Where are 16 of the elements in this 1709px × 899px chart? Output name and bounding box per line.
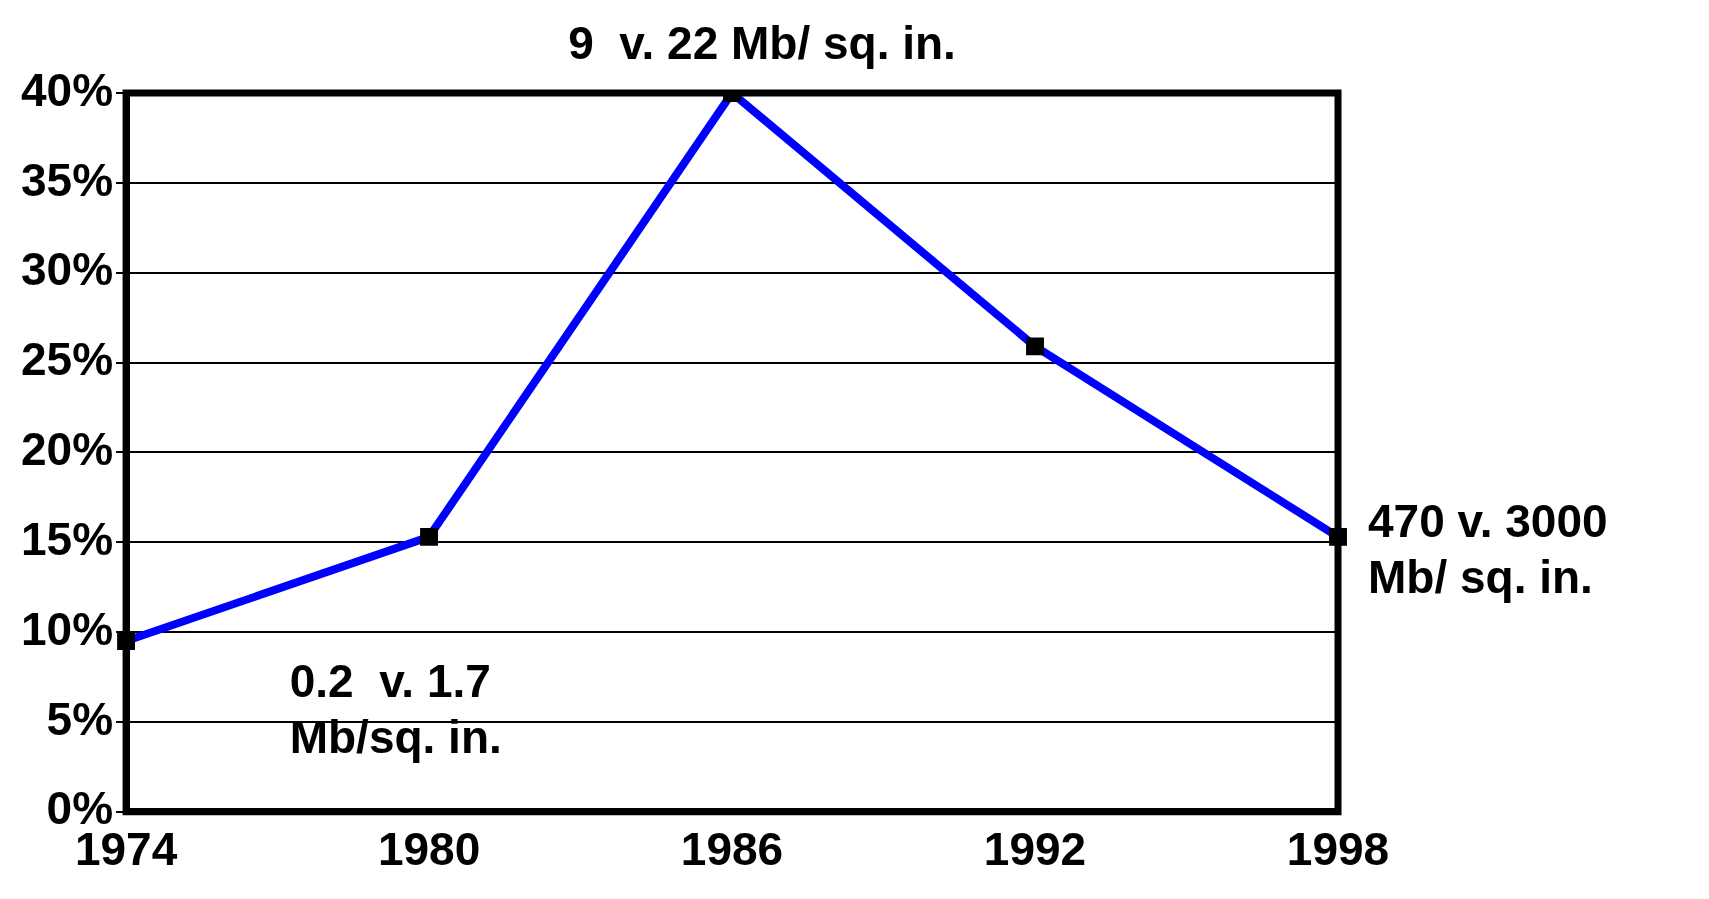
x-tick-label: 1992 [983, 823, 1087, 876]
annotation: 9 v. 22 Mb/ sq. in. [568, 16, 956, 69]
y-tick-label: 40% [20, 63, 114, 116]
y-tick-label: 25% [20, 333, 114, 386]
y-tick-label: 5% [46, 692, 114, 745]
x-tick-label: 1986 [680, 823, 784, 876]
y-tick-label: 10% [20, 602, 114, 655]
x-tick-label: 1974 [74, 823, 178, 876]
x-tick-label: 1980 [377, 823, 481, 876]
annotation: 0.2 v. 1.7 Mb/sq. in. [289, 655, 502, 764]
y-tick-label: 35% [20, 153, 114, 206]
y-tick-label: 20% [20, 423, 114, 476]
annotation: 470 v. 3000 Mb/ sq. in. [1368, 494, 1608, 603]
y-tick-label: 30% [20, 243, 114, 296]
x-tick-label: 1998 [1286, 823, 1390, 876]
y-tick-label: 15% [20, 512, 114, 565]
